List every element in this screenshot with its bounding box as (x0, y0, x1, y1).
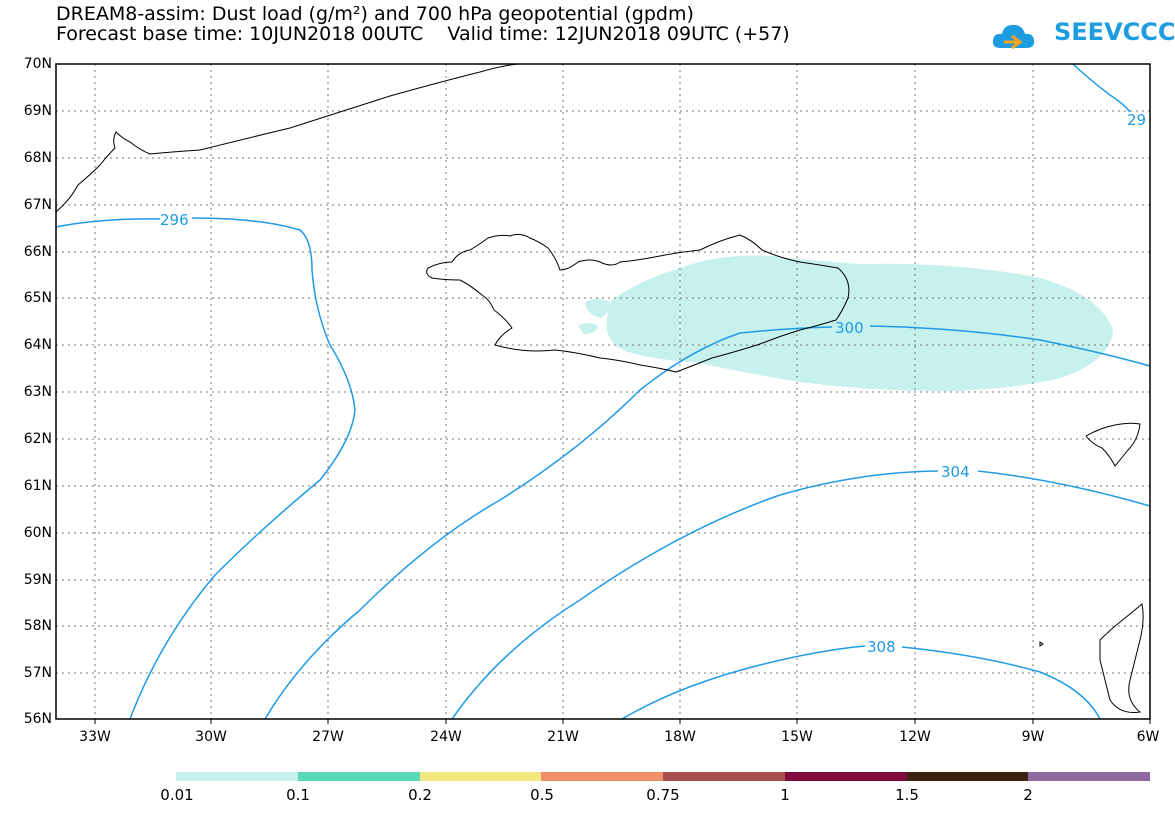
lon-label: 21W (547, 729, 579, 745)
faroe-coast (1085, 422, 1141, 467)
lat-label: 63N (23, 384, 52, 400)
lon-label: 30W (195, 729, 227, 745)
iceland-coast (426, 233, 850, 373)
lat-label: 68N (23, 150, 52, 166)
lon-label: 9W (1021, 729, 1045, 745)
colorbar-segment (784, 772, 907, 781)
lon-label: 6W (1136, 729, 1160, 745)
colorbar-label: 0.1 (286, 786, 310, 804)
lat-label: 61N (23, 478, 52, 494)
contour-304 (451, 470, 1151, 720)
colorbar-segment (663, 772, 785, 781)
lat-label: 69N (23, 103, 52, 119)
island-coast (1039, 641, 1044, 647)
grid-lines (56, 64, 1150, 719)
lon-label: 18W (664, 729, 696, 745)
greenland-coast (55, 63, 519, 213)
cloud-icon (992, 24, 1035, 50)
lat-label: 66N (23, 244, 52, 260)
contour-29x (1072, 63, 1131, 113)
logo-text: SEEVCCC (1054, 18, 1175, 46)
axis-ticks (94, 719, 1151, 724)
lat-label: 57N (23, 665, 52, 681)
lat-label: 67N (23, 197, 52, 213)
lon-label: 24W (430, 729, 462, 745)
colorbar-label: 0.2 (408, 786, 432, 804)
dust-area (585, 299, 611, 318)
dust-area (578, 323, 598, 334)
lat-label: 60N (23, 525, 52, 541)
lat-label: 62N (23, 431, 52, 447)
colorbar-segment (541, 772, 663, 781)
colorbar-segment (1028, 772, 1150, 781)
contour-label-300: 300 (835, 319, 864, 337)
lat-label: 56N (23, 711, 52, 727)
lon-label: 12W (899, 729, 931, 745)
scotland-coast (1099, 603, 1144, 713)
lat-label: 65N (23, 290, 52, 306)
map-frame (55, 63, 1151, 720)
colorbar-segment (297, 772, 420, 781)
map-title: DREAM8-assim: Dust load (g/m²) and 700 h… (56, 3, 694, 25)
contour-296 (55, 217, 356, 720)
colorbar-segment (906, 772, 1029, 781)
contour-label-29: 29 (1127, 111, 1146, 129)
colorbar-label: 0.01 (160, 786, 194, 804)
colorbar-label: 2 (1023, 786, 1033, 804)
colorbar-label: 1.5 (895, 786, 919, 804)
lat-label: 64N (23, 337, 52, 353)
colorbar-label: 0.75 (646, 786, 680, 804)
colorbar-label: 0.5 (530, 786, 554, 804)
colorbar (176, 772, 1150, 781)
map-subtitle: Forecast base time: 10JUN2018 00UTC Vali… (56, 23, 790, 45)
contour-300 (264, 325, 1151, 720)
colorbar-segment (419, 772, 542, 781)
lon-label: 33W (79, 729, 111, 745)
colorbar-segment (176, 772, 298, 781)
contour-label-308: 308 (867, 638, 896, 656)
contour-label-304: 304 (941, 463, 970, 481)
lon-label: 27W (312, 729, 344, 745)
lat-label: 59N (23, 572, 52, 588)
contour-label-296: 296 (160, 211, 189, 229)
colorbar-label: 1 (780, 786, 790, 804)
lon-label: 15W (781, 729, 813, 745)
contour-308 (621, 645, 1101, 720)
dust-area (606, 255, 1113, 392)
geopotential-contours (55, 63, 1151, 720)
coastlines (55, 63, 1144, 713)
lat-label: 58N (23, 618, 52, 634)
lat-label: 70N (23, 56, 52, 72)
